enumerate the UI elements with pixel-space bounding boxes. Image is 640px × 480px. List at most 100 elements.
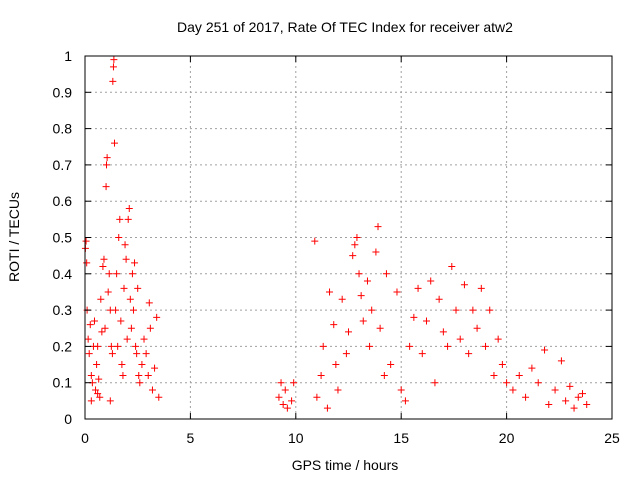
data-point xyxy=(562,397,570,405)
data-point xyxy=(281,386,289,394)
data-point xyxy=(332,361,340,369)
data-point xyxy=(551,386,559,394)
data-point xyxy=(119,371,127,379)
data-point xyxy=(114,342,122,350)
data-point xyxy=(155,393,163,401)
data-point xyxy=(486,306,494,314)
data-point xyxy=(111,139,119,147)
y-tick-label: 0.5 xyxy=(53,230,73,246)
data-point xyxy=(100,255,108,263)
data-point xyxy=(435,295,443,303)
data-point xyxy=(98,328,106,336)
grid-lines xyxy=(85,56,612,419)
data-point xyxy=(355,270,363,278)
data-point xyxy=(557,357,565,365)
data-point xyxy=(418,350,426,358)
data-point xyxy=(103,161,111,169)
x-tick-label: 25 xyxy=(604,430,620,446)
data-point xyxy=(103,154,111,162)
x-tick-label: 20 xyxy=(499,430,515,446)
data-point xyxy=(528,364,536,372)
data-point xyxy=(95,375,103,383)
data-point xyxy=(534,379,542,387)
x-tick-label: 10 xyxy=(288,430,304,446)
data-point xyxy=(123,335,131,343)
data-point xyxy=(387,361,395,369)
x-axis-label: GPS time / hours xyxy=(292,457,399,473)
data-point xyxy=(110,56,118,64)
y-tick-label: 0.6 xyxy=(53,193,73,209)
x-tick-label: 0 xyxy=(81,430,89,446)
data-point xyxy=(122,255,130,263)
data-point xyxy=(431,379,439,387)
data-point xyxy=(129,306,137,314)
y-tick-label: 0.3 xyxy=(53,302,73,318)
data-point xyxy=(104,288,112,296)
data-point xyxy=(460,281,468,289)
data-point xyxy=(482,342,490,350)
data-point xyxy=(153,313,161,321)
data-point xyxy=(107,342,115,350)
y-tick-labels: 0 0.1 0.2 0.3 0.4 0.5 0.6 0.7 0.8 0.9 1 xyxy=(53,48,73,427)
data-point xyxy=(90,317,98,325)
data-point xyxy=(125,204,133,212)
data-point xyxy=(469,306,477,314)
data-point xyxy=(414,284,422,292)
data-point xyxy=(515,371,523,379)
y-tick-label: 1 xyxy=(64,48,72,64)
data-point xyxy=(128,270,136,278)
data-point xyxy=(522,393,530,401)
data-point xyxy=(351,241,359,249)
y-tick-label: 0.2 xyxy=(53,338,73,354)
data-point xyxy=(503,379,511,387)
data-point xyxy=(132,342,140,350)
data-point xyxy=(279,400,287,408)
data-point xyxy=(112,306,120,314)
data-point xyxy=(94,390,102,398)
x-tick-label: 15 xyxy=(393,430,409,446)
data-point xyxy=(121,241,129,249)
data-point xyxy=(136,379,144,387)
data-point xyxy=(99,263,107,271)
data-point xyxy=(427,277,435,285)
data-point xyxy=(101,324,109,332)
data-point xyxy=(473,324,481,332)
data-point xyxy=(323,404,331,412)
data-point xyxy=(116,215,124,223)
data-point xyxy=(311,237,319,245)
data-point xyxy=(97,295,105,303)
data-point xyxy=(401,397,409,405)
data-point xyxy=(109,77,117,85)
data-point xyxy=(490,371,498,379)
y-tick-label: 0.8 xyxy=(53,121,73,137)
data-point xyxy=(142,350,150,358)
data-point xyxy=(140,335,148,343)
data-point xyxy=(566,382,574,390)
data-point xyxy=(359,317,367,325)
data-point xyxy=(124,215,132,223)
data-point xyxy=(357,292,365,300)
data-point xyxy=(148,386,156,394)
data-point xyxy=(115,234,123,241)
data-point xyxy=(456,335,464,343)
data-point xyxy=(145,299,153,307)
data-point xyxy=(87,371,95,379)
data-point xyxy=(477,284,485,292)
data-point xyxy=(133,350,141,358)
data-point xyxy=(345,328,352,336)
data-point xyxy=(422,317,430,325)
data-point xyxy=(338,295,346,303)
data-point xyxy=(448,263,456,271)
data-point xyxy=(363,277,371,285)
data-point xyxy=(545,400,553,408)
data-point xyxy=(120,284,128,292)
data-point xyxy=(275,393,283,401)
data-point xyxy=(583,400,591,408)
data-point xyxy=(498,361,506,369)
data-point xyxy=(406,342,414,350)
data-point xyxy=(570,404,578,412)
data-point xyxy=(277,379,285,387)
y-tick-label: 0.1 xyxy=(53,375,73,391)
data-point xyxy=(574,393,582,401)
